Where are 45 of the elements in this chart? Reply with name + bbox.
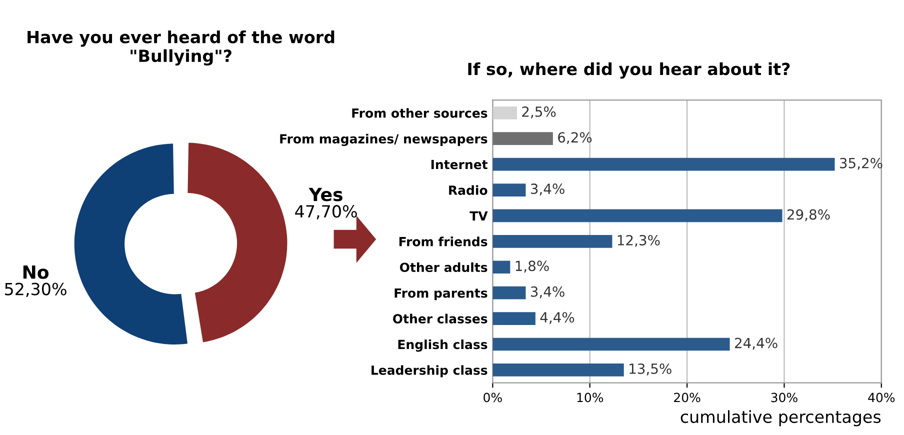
y-tick-label: From other sources	[352, 108, 488, 118]
y-tick-label: Other adults	[400, 262, 488, 272]
y-tick-label: English class	[398, 339, 488, 352]
x-tick-label: 20%	[674, 392, 700, 402]
bar	[492, 260, 510, 274]
y-tick-label: Radio	[449, 185, 488, 195]
data-label: 52,30%	[5, 282, 66, 298]
bar	[492, 132, 553, 146]
x-tick-label: 40%	[868, 392, 895, 402]
x-axis-title: cumulative percentages	[680, 410, 881, 426]
chart-title: If so, where did you hear about it?	[468, 62, 790, 79]
data-label: 35,2%	[840, 158, 882, 170]
bar	[492, 209, 782, 222]
data-label: 13,5%	[630, 363, 672, 376]
chart-title: Have you ever heard of the word "Bullying"?	[28, 30, 334, 66]
x-tick-label: 0%	[484, 392, 502, 402]
slice-label: No	[23, 266, 49, 279]
y-tick-label: From magazines/ newspapers	[280, 134, 488, 146]
bar	[492, 312, 536, 325]
data-label: 29,8%	[787, 209, 830, 222]
data-label: 24,4%	[734, 338, 778, 350]
y-tick-label: Leadership class	[372, 365, 488, 378]
data-label: 3,4%	[530, 184, 564, 196]
bar	[492, 184, 526, 196]
bar	[492, 286, 526, 300]
slice-label: Yes	[308, 188, 342, 202]
data-label: 2,5%	[522, 106, 556, 118]
data-label: 6,2%	[558, 132, 592, 144]
y-tick-label: TV	[470, 211, 488, 220]
data-label: 4,4%	[540, 312, 574, 324]
x-tick-label: 10%	[577, 392, 604, 402]
y-tick-label: Other classes	[393, 314, 488, 324]
bar	[492, 106, 517, 120]
bar	[492, 364, 624, 376]
y-tick-label: From parents	[394, 288, 488, 300]
y-tick-label: Internet	[431, 160, 488, 170]
y-tick-label: From friends	[399, 236, 488, 246]
data-label: 3,4%	[530, 286, 564, 298]
bar	[492, 235, 612, 248]
data-label: 12,3%	[618, 234, 660, 247]
x-tick-label: 30%	[771, 392, 798, 402]
bar	[492, 158, 835, 171]
data-label: 1,8%	[516, 260, 549, 273]
bar	[492, 338, 730, 351]
data-label: 47,70%	[295, 205, 357, 220]
